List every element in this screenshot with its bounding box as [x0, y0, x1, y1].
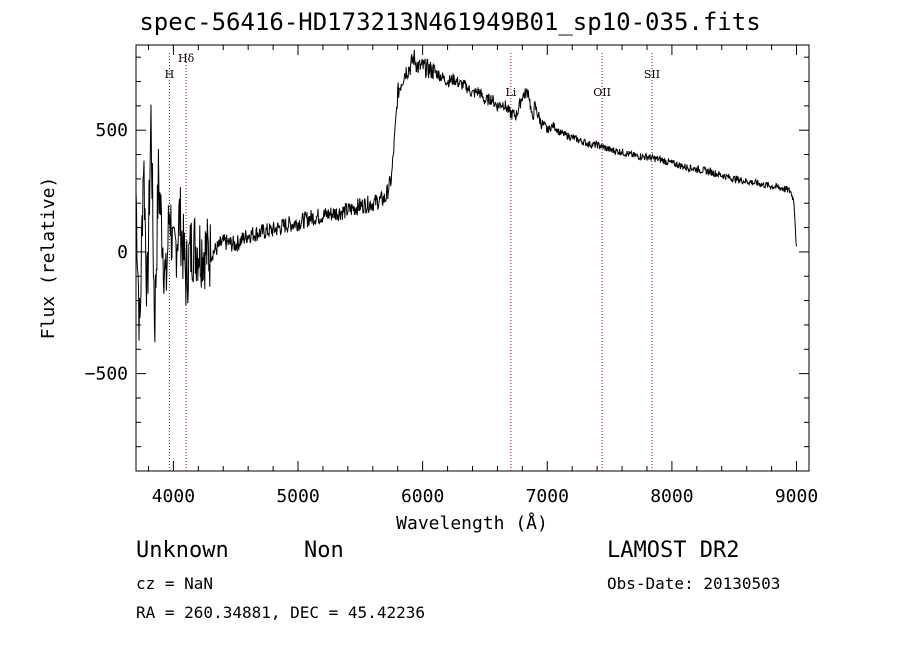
x-tick-label: 9000: [775, 486, 818, 507]
plot-frame: [135, 44, 810, 472]
coordinates: RA = 260.34881, DEC = 45.42236: [136, 603, 425, 622]
reference-line-label: H: [165, 68, 175, 81]
x-tick-label: 6000: [401, 486, 444, 507]
object-class: Unknown: [136, 538, 229, 563]
reference-line-label: SII: [644, 68, 660, 81]
x-tick-label: 5000: [276, 486, 319, 507]
redshift-value: cz = NaN: [136, 574, 214, 593]
spectrum-series-line: [135, 49, 797, 343]
reference-line-label: Hδ: [178, 52, 195, 65]
reference-line-label: Li: [505, 86, 516, 99]
reference-line-label: OII: [593, 86, 611, 99]
x-tick-label: 4000: [152, 486, 195, 507]
y-tick-label: 0: [117, 242, 128, 263]
object-subclass: Non: [304, 538, 344, 563]
x-axis-label: Wavelength (Å): [396, 512, 548, 534]
y-tick-label: −500: [85, 364, 128, 385]
chart-title: spec-56416-HD173213N461949B01_sp10-035.f…: [139, 8, 761, 36]
y-axis-label: Flux (relative): [38, 177, 59, 340]
observation-date: Obs-Date: 20130503: [607, 574, 781, 593]
y-tick-label: 500: [95, 120, 128, 141]
survey-name: LAMOST DR2: [607, 538, 740, 563]
x-tick-label: 7000: [526, 486, 569, 507]
x-tick-label: 8000: [650, 486, 693, 507]
